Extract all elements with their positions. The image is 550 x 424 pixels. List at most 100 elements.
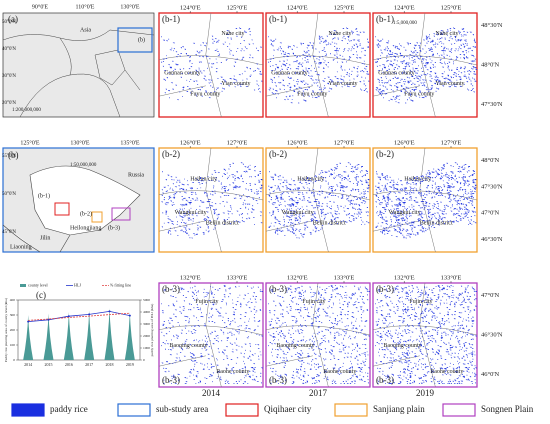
lat-tick: 50°0'N bbox=[2, 20, 16, 25]
lat-tick: 40°0'N bbox=[2, 47, 16, 52]
legend-label: Songnen Plain bbox=[481, 404, 534, 414]
year-label: 2014 bbox=[202, 388, 221, 398]
legend-label: HLJ bbox=[74, 282, 81, 287]
panel-label: (b-3) bbox=[162, 375, 180, 385]
lat-tick: 47°0'N bbox=[481, 292, 500, 299]
x-tick-label: 2017 bbox=[85, 362, 93, 367]
lon-tick: 133°0'E bbox=[441, 274, 462, 281]
lat-tick: 47°30'N bbox=[481, 101, 503, 108]
panel-label: (b) bbox=[8, 150, 19, 160]
y2-tick-label: 2000 bbox=[143, 334, 150, 338]
plot-frame bbox=[17, 299, 141, 361]
y-axis-title: Paddy rice planting area of county level… bbox=[4, 297, 8, 362]
y-tick-label: 200 bbox=[10, 328, 16, 332]
map-panel bbox=[372, 12, 478, 118]
lon-tick: 124°0'E bbox=[180, 4, 201, 11]
y2-tick-label: 3000 bbox=[143, 322, 150, 326]
point bbox=[128, 314, 131, 317]
point bbox=[108, 310, 111, 313]
lon-tick: 133°0'E bbox=[334, 274, 355, 281]
region-label: Asia bbox=[80, 27, 91, 33]
legend-swatch bbox=[225, 403, 259, 417]
lat-tick: 48°0'N bbox=[481, 61, 500, 68]
legend-label: paddy rice bbox=[50, 404, 88, 414]
place: Nahe city bbox=[435, 31, 458, 37]
x-tick-label: 2019 bbox=[126, 362, 134, 367]
legend-label: Qiqihaer city bbox=[264, 404, 312, 414]
legend-swatch bbox=[442, 403, 476, 417]
place: Wangkui city bbox=[282, 210, 314, 216]
panel-label: (b-3) bbox=[376, 375, 394, 385]
y2-tick-label: 1000 bbox=[143, 346, 150, 350]
province bbox=[2, 165, 141, 253]
rice-pixels bbox=[161, 27, 263, 101]
scale: 1:50,000,000 bbox=[70, 163, 97, 168]
place: Hailun city bbox=[297, 177, 324, 183]
legend-swatch bbox=[334, 403, 368, 417]
y-tick-label: 0 bbox=[13, 358, 15, 362]
place: Raohe county bbox=[323, 369, 356, 375]
place: Hailun city bbox=[190, 177, 217, 183]
place: Raohe county bbox=[430, 369, 463, 375]
violin bbox=[63, 312, 74, 360]
place: Yian county bbox=[221, 81, 250, 87]
panel-label: (a) bbox=[8, 14, 18, 24]
panel-label: (b-3) bbox=[376, 284, 394, 294]
lon-tick: 127°0'E bbox=[227, 139, 248, 146]
lon-tick: 135°0'E bbox=[120, 139, 139, 146]
lon-tick: 126°0'E bbox=[394, 139, 415, 146]
lat-tick: 46°30'N bbox=[481, 236, 503, 243]
lat-tick: 47°30'N bbox=[481, 183, 503, 190]
y-tick-label: 400 bbox=[10, 298, 16, 302]
rice-pixels bbox=[375, 285, 477, 384]
lat-tick: 47°0'N bbox=[481, 210, 500, 217]
inset-box bbox=[117, 27, 153, 53]
point bbox=[88, 313, 91, 316]
legend-label: % fitting line bbox=[110, 282, 131, 287]
x-tick-label: 2014 bbox=[24, 362, 32, 367]
lat-tick: 46°30'N bbox=[481, 331, 503, 338]
lon-tick: 130°0'E bbox=[120, 3, 139, 10]
panel-label: (b-3) bbox=[269, 375, 287, 385]
violin bbox=[43, 313, 54, 360]
lon-tick: 126°0'E bbox=[287, 139, 308, 146]
violin bbox=[84, 310, 95, 360]
lon-tick: 133°0'E bbox=[227, 274, 248, 281]
lon-tick: 127°0'E bbox=[334, 139, 355, 146]
rice-pixels bbox=[375, 27, 478, 104]
panel-label: (b-2) bbox=[269, 149, 287, 159]
place: Raohe county bbox=[216, 369, 249, 375]
place: Baoqing county bbox=[169, 343, 207, 349]
lon-tick: 132°0'E bbox=[287, 274, 308, 281]
point bbox=[27, 320, 30, 323]
legend-swatch bbox=[117, 403, 151, 417]
place: Yian county bbox=[435, 81, 464, 87]
fit-line bbox=[28, 312, 130, 321]
lat-tick: 48°0'N bbox=[481, 157, 500, 164]
place: Fujin city bbox=[302, 299, 325, 305]
place: Baoqing county bbox=[383, 343, 421, 349]
place: Beilin district bbox=[313, 220, 346, 226]
place: Baoqing county bbox=[276, 343, 314, 349]
y2-axis-title: paddy rice planting area of HLJ (kha) bbox=[150, 303, 154, 357]
lat-tick: 55°0'N bbox=[2, 154, 16, 159]
violin bbox=[124, 312, 135, 360]
rice-pixels bbox=[268, 285, 370, 384]
panel-label: (b-2) bbox=[376, 149, 394, 159]
lon-tick: 132°0'E bbox=[180, 274, 201, 281]
overview-panel bbox=[2, 12, 155, 118]
lat-tick: 48°30'N bbox=[481, 22, 503, 29]
y2-tick-label: 5000 bbox=[143, 298, 150, 302]
admin-border bbox=[265, 147, 371, 253]
subarea-label: (b-2) bbox=[80, 210, 92, 217]
lat-tick: 50°0'N bbox=[2, 192, 16, 197]
y2-tick-label: 0 bbox=[143, 358, 145, 362]
subarea-label: (b-1) bbox=[38, 192, 50, 199]
lon-tick: 130°0'E bbox=[70, 139, 89, 146]
lon-tick: 124°0'E bbox=[394, 4, 415, 11]
violin bbox=[23, 315, 34, 360]
map-panel bbox=[158, 12, 264, 118]
year-label: 2019 bbox=[416, 388, 435, 398]
y-tick-label: 100 bbox=[10, 343, 16, 347]
